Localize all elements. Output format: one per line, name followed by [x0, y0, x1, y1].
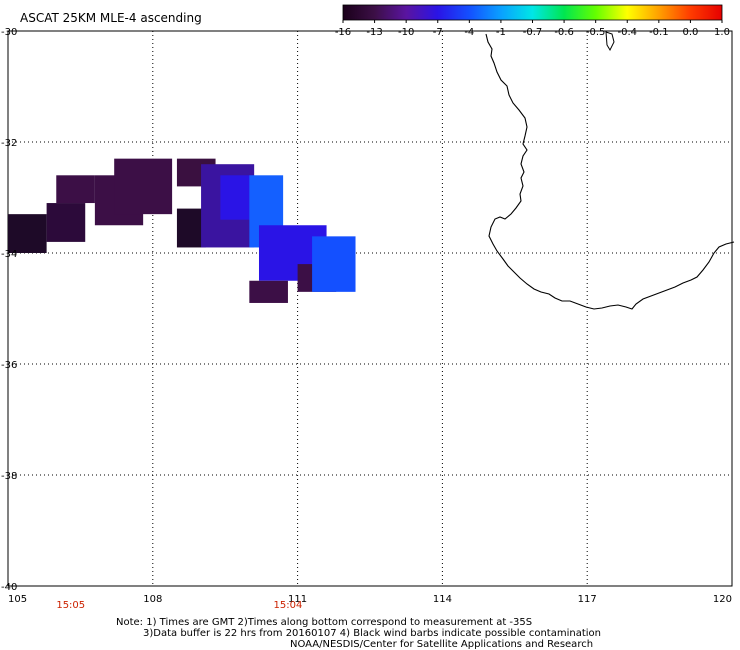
- note-line-1: Note: 1) Times are GMT 2)Times along bot…: [116, 617, 532, 628]
- x-tick-label: 120: [713, 594, 732, 605]
- x-tick-label: 105: [8, 594, 27, 605]
- colorbar-tick-label: -0.7: [523, 27, 543, 38]
- data-cell: [8, 214, 47, 253]
- y-axis-tick-labels: -30 -32 -34 -36 -38 -40: [1, 27, 17, 593]
- note-line-3: NOAA/NESDIS/Center for Satellite Applica…: [290, 639, 593, 650]
- time-labels: 15:05 15:04: [56, 600, 302, 611]
- y-tick-label: -40: [1, 582, 17, 593]
- colorbar-tick-label: -0.4: [617, 27, 637, 38]
- colorbar-tick-label: -10: [398, 27, 414, 38]
- y-tick-label: -32: [1, 138, 17, 149]
- data-cell: [312, 236, 356, 292]
- coastline: [485, 33, 735, 310]
- time-label: 15:05: [56, 600, 85, 611]
- data-cell: [249, 280, 288, 303]
- x-tick-label: 111: [288, 594, 307, 605]
- colorbar-tick-label: -4: [464, 27, 474, 38]
- data-cell: [46, 203, 86, 242]
- data-cell: [56, 175, 95, 204]
- colorbar-tick-label: -1: [496, 27, 506, 38]
- plot-title: ASCAT 25KM MLE-4 ascending: [20, 11, 202, 25]
- y-tick-label: -34: [1, 249, 17, 260]
- y-tick-label: -38: [1, 471, 17, 482]
- wind-data-cells: [8, 158, 356, 303]
- colorbar-tick-label: -16: [335, 27, 351, 38]
- colorbar-bar: [342, 4, 723, 21]
- plot-frame: [7, 30, 733, 587]
- colorbar: [342, 4, 723, 21]
- x-tick-label: 108: [143, 594, 162, 605]
- note-line-2: 3)Data buffer is 22 hrs from 20160107 4)…: [143, 628, 601, 639]
- y-tick-label: -30: [1, 27, 17, 38]
- colorbar-tick-label: 1.0: [714, 27, 730, 38]
- colorbar-tick-label: -0.5: [586, 27, 606, 38]
- time-label: 15:04: [274, 600, 303, 611]
- colorbar-tick-label: -0.6: [554, 27, 574, 38]
- colorbar-tick-label: -13: [366, 27, 382, 38]
- colorbar-tick-labels: -16 -13 -10 -7 -4 -1 -0.7 -0.6 -0.5 -0.4 -0.1 0.0 1.…: [335, 20, 730, 38]
- x-axis-tick-labels: 105 108 111 114 117 120: [8, 594, 732, 605]
- coastline-lake: [605, 31, 615, 52]
- colorbar-tick-label: -7: [433, 27, 443, 38]
- colorbar-tick-label: -0.1: [649, 27, 669, 38]
- data-cell: [220, 175, 255, 220]
- data-cell: [114, 158, 173, 215]
- lat-lon-grid: [7, 30, 733, 587]
- x-tick-label: 117: [578, 594, 597, 605]
- x-tick-label: 114: [433, 594, 452, 605]
- y-tick-label: -36: [1, 360, 17, 371]
- colorbar-tick-label: 0.0: [682, 27, 698, 38]
